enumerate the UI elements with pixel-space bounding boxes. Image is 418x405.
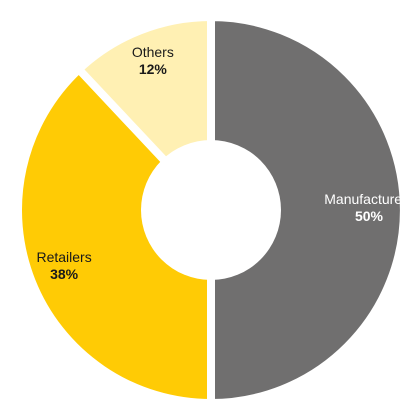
slice-value-others: 12% (139, 61, 168, 77)
slice-label-others: Others 12% (132, 44, 174, 77)
donut-hole (141, 140, 281, 280)
slice-name-manufacturers: Manufacturers (324, 191, 413, 207)
slice-value-retailers: 38% (50, 266, 79, 282)
slice-manufacturers (207, 12, 408, 405)
slice-value-manufacturers: 50% (355, 208, 384, 224)
slice-name-others: Others (132, 44, 174, 60)
slice-label-retailers: Retailers 38% (36, 249, 91, 282)
slice-label-manufacturers: Manufacturers 50% (324, 191, 413, 224)
slice-name-retailers: Retailers (36, 249, 91, 265)
slice-labels: Manufacturers 50% Retailers 38% Others 12% (36, 44, 413, 282)
slice-retailers (14, 63, 215, 405)
